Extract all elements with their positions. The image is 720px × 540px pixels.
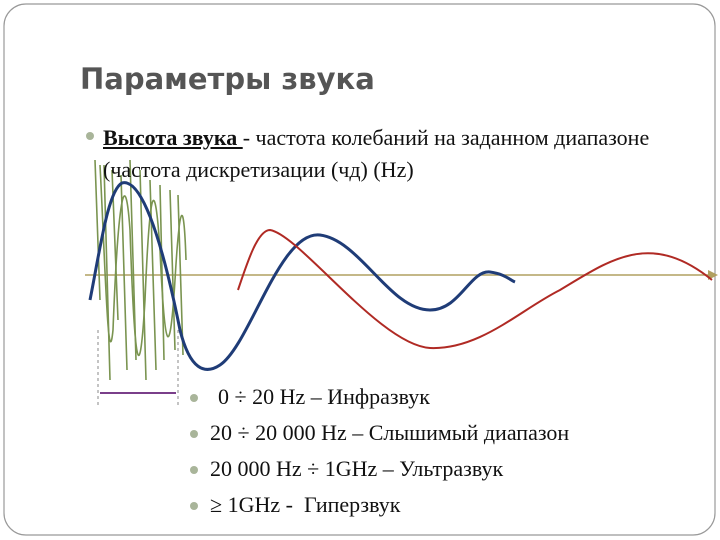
title: Параметры звука (80, 62, 375, 96)
axis-arrow (708, 270, 718, 280)
list-item: 20 000 Hz ÷ 1GHz – Ультразвук (210, 456, 504, 481)
list-item: ≥ 1GHz - Гиперзвук (210, 492, 401, 517)
term: Высота звука (103, 125, 243, 150)
list-item: 20 ÷ 20 000 Hz – Слышимый диапазон (210, 420, 570, 445)
bullet (190, 430, 198, 438)
blue-wave (88, 181, 516, 371)
sample-lines (94, 159, 184, 381)
bullet (190, 466, 198, 474)
red-wave (237, 228, 713, 350)
bullet (86, 132, 94, 140)
bullet (190, 394, 198, 402)
main-bullet: Высота звука - частота колебаний на зада… (103, 122, 693, 186)
bullet (190, 502, 198, 510)
list-item: 0 ÷ 20 Hz – Инфразвук (218, 384, 430, 409)
slide-border (3, 3, 716, 536)
description: - частота колебаний на заданном диапазон… (103, 125, 650, 182)
